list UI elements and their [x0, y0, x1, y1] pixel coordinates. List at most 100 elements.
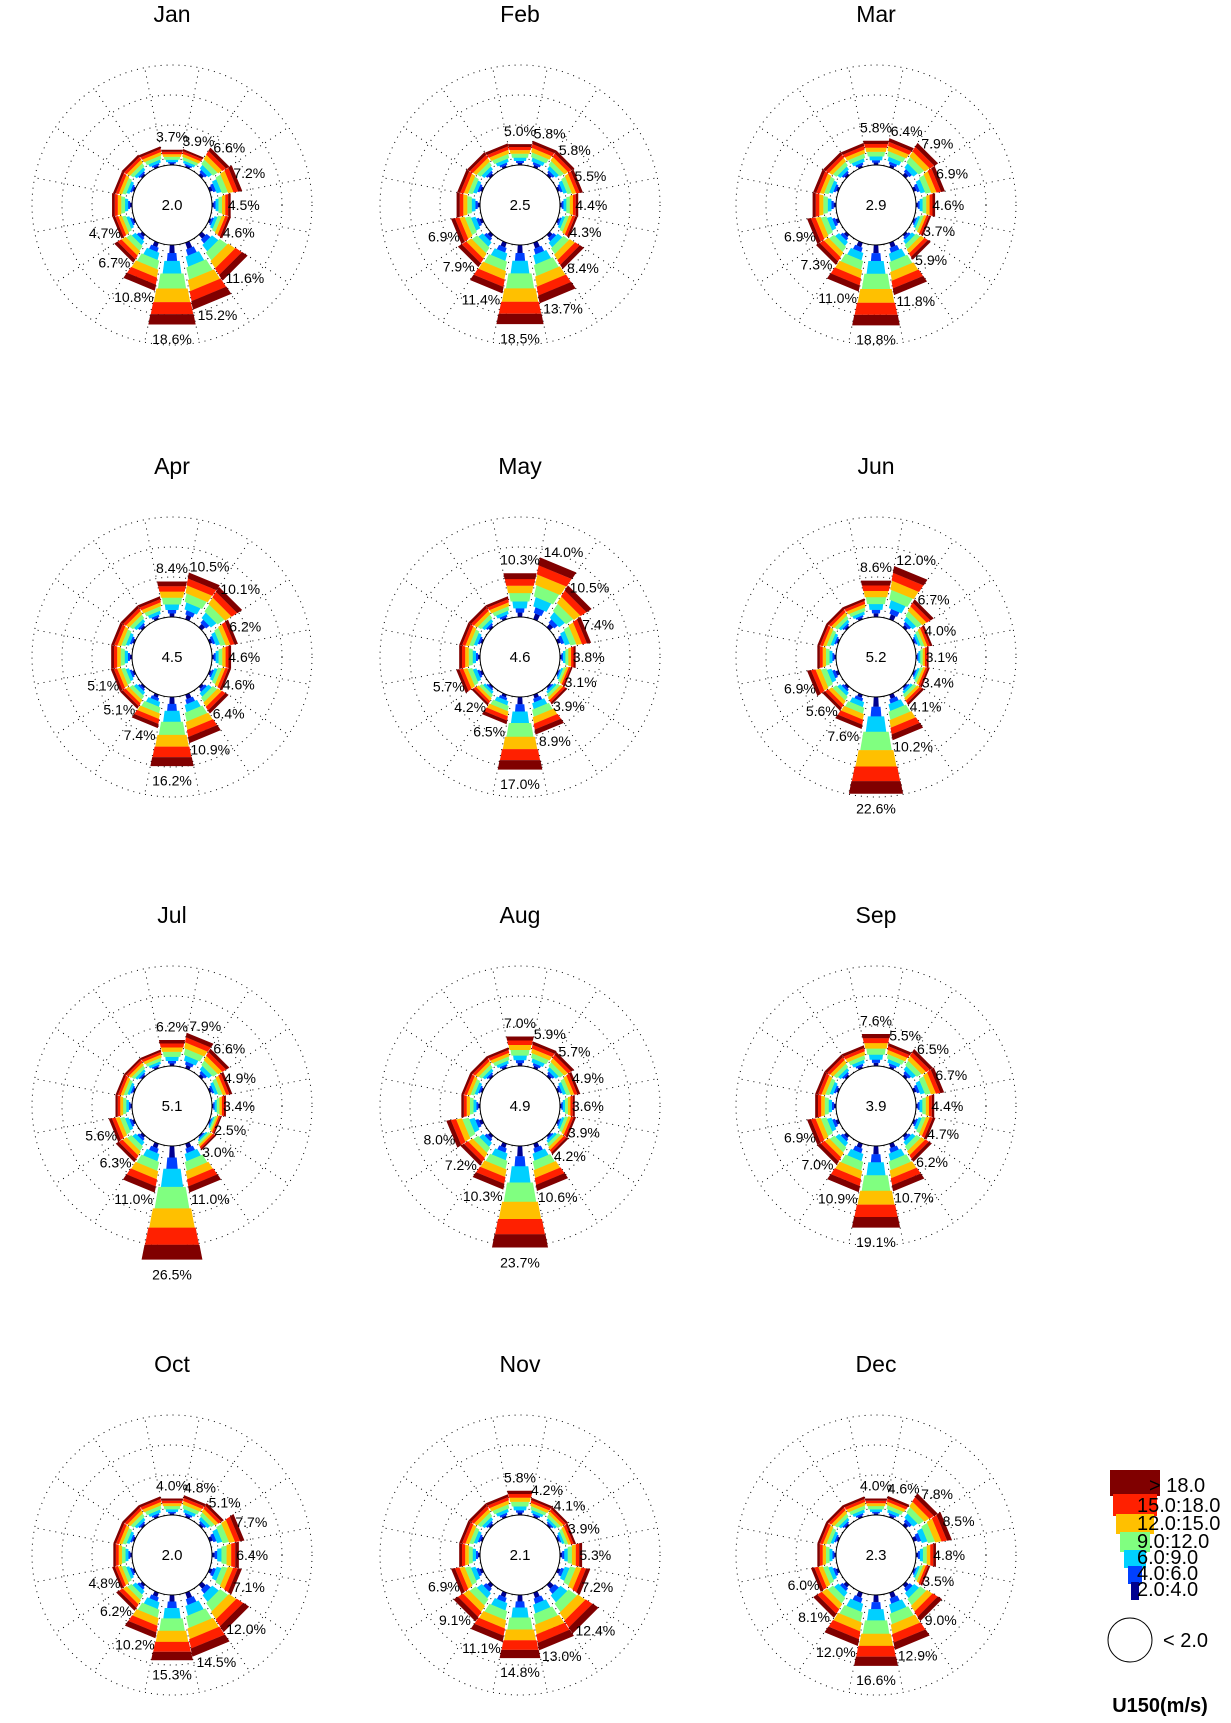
grid-spoke [798, 1439, 854, 1522]
sector-12-bin-2 [473, 650, 476, 663]
sector-label: 12.0% [896, 552, 936, 568]
sector-12-bin-4 [465, 647, 469, 668]
sector-label: 4.4% [575, 197, 607, 213]
sector-label: 10.2% [115, 1637, 155, 1653]
sector-12-bin-3 [467, 196, 472, 214]
sector-0-bin-5 [509, 147, 532, 150]
sector-8-bin-0 [873, 697, 879, 707]
sector-label: 6.2% [916, 1154, 948, 1170]
sector-0-bin-5 [162, 152, 183, 154]
rose-panel-jun: Jun5.28.6% 12.0%6.7%4.0%3.1%3.4%4.1%10.2%… [736, 453, 1016, 816]
sector-label: 18.6% [152, 331, 192, 347]
sector-12-bin-5 [818, 1095, 821, 1118]
sector-label: 22.6% [856, 800, 896, 816]
sector-8-bin-6 [496, 314, 543, 324]
sector-0-bin-6 [161, 1498, 183, 1500]
sector-label: 7.0% [504, 1015, 536, 1031]
sector-8-bin-5 [153, 747, 192, 757]
sector-8-bin-5 [856, 1646, 896, 1657]
sector-label: 5.8% [559, 142, 591, 158]
sector-0-bin-4 [162, 1503, 181, 1506]
sector-0-bin-2 [165, 1057, 179, 1061]
sector-0-bin-3 [511, 154, 528, 158]
sector-4-bin-4 [572, 1545, 576, 1566]
sector-0-bin-5 [160, 1043, 184, 1047]
sector-label: 8.9% [539, 733, 571, 749]
sector-8-bin-3 [862, 274, 891, 289]
sector-4-bin-1 [562, 653, 564, 661]
panel-title: May [498, 453, 542, 479]
sector-8-bin-1 [515, 1601, 525, 1607]
sector-8-bin-6 [150, 757, 193, 766]
sector-label: 5.3% [579, 1547, 611, 1563]
sector-4-bin-3 [568, 1546, 572, 1564]
sector-8-bin-6 [492, 1234, 548, 1247]
sector-label: 8.6% [860, 559, 892, 575]
sector-4-bin-2 [563, 651, 566, 663]
legend-label: < 2.0 [1163, 1630, 1208, 1652]
sector-0-bin-4 [507, 586, 534, 594]
sector-4-bin-1 [214, 201, 216, 209]
sector-label: 5.6% [85, 1127, 117, 1143]
sector-0-bin-2 [513, 158, 526, 161]
sector-8-bin-5 [499, 302, 541, 314]
grid-spoke [94, 541, 150, 624]
calm-value: 5.1 [162, 1098, 183, 1115]
sector-label: 3.6% [572, 1098, 604, 1114]
sector-8-bin-5 [855, 303, 898, 315]
sector-4-bin-2 [563, 199, 566, 212]
sector-4-bin-3 [565, 649, 568, 665]
sector-12-bin-4 [117, 647, 121, 668]
sector-4-bin-2 [217, 1548, 221, 1562]
sector-12-bin-5 [820, 1544, 823, 1566]
sector-label: 5.1% [87, 677, 119, 693]
sector-8-bin-3 [158, 273, 186, 288]
sector-label: 2.5% [214, 1122, 246, 1138]
sector-0-bin-3 [509, 593, 531, 601]
sector-8-bin-1 [167, 253, 177, 261]
sector-8-bin-6 [854, 1657, 898, 1666]
sector-label: 14.0% [544, 544, 584, 560]
sector-12-bin-1 [128, 201, 130, 209]
sector-0-bin-2 [513, 1506, 526, 1510]
sector-4-bin-3 [923, 196, 927, 213]
sector-0-bin-1 [872, 1512, 880, 1514]
sector-label: 5.9% [915, 252, 947, 268]
sector-label: 11.0% [818, 290, 857, 306]
sector-label: 6.9% [936, 165, 968, 181]
sector-label: 11.6% [226, 270, 265, 286]
sector-8-bin-4 [155, 735, 189, 747]
sector-label: 15.2% [198, 307, 238, 323]
sector-8-bin-4 [499, 1202, 541, 1219]
sector-12-bin-3 [826, 1547, 830, 1564]
sector-4-bin-3 [922, 1098, 926, 1115]
sector-8-bin-0 [169, 1595, 174, 1602]
sector-12-bin-6 [815, 1094, 818, 1118]
sector-0-bin-3 [868, 1506, 885, 1509]
sector-label: 4.8% [88, 1575, 120, 1591]
sector-label: 10.5% [570, 580, 610, 596]
sector-12-bin-1 [832, 1551, 834, 1559]
sector-0-bin-0 [518, 613, 523, 618]
sector-0-bin-3 [867, 152, 885, 157]
sector-label: 6.9% [784, 681, 816, 697]
sector-0-bin-2 [513, 1055, 527, 1060]
sector-label: 10.8% [114, 289, 154, 305]
sector-label: 6.5% [917, 1041, 949, 1057]
sector-4-bin-3 [565, 1098, 568, 1114]
sector-label: 3.1% [926, 649, 958, 665]
sector-8-bin-1 [871, 1602, 881, 1609]
sector-0-bin-5 [508, 1494, 532, 1498]
calm-value: 5.2 [866, 649, 887, 666]
sector-8-bin-1 [167, 1602, 177, 1609]
sector-12-bin-1 [476, 1551, 478, 1559]
calm-value: 2.5 [510, 197, 531, 214]
legend-label: 2.0:4.0 [1137, 1579, 1198, 1601]
sector-0-bin-2 [166, 160, 178, 163]
grid-spoke [404, 1477, 487, 1533]
sector-label: 3.9% [553, 698, 585, 714]
sector-8-bin-4 [149, 1208, 195, 1227]
sector-label: 3.9% [183, 133, 215, 149]
sector-0-bin-6 [159, 1040, 185, 1043]
panel-title: Dec [856, 1351, 897, 1377]
